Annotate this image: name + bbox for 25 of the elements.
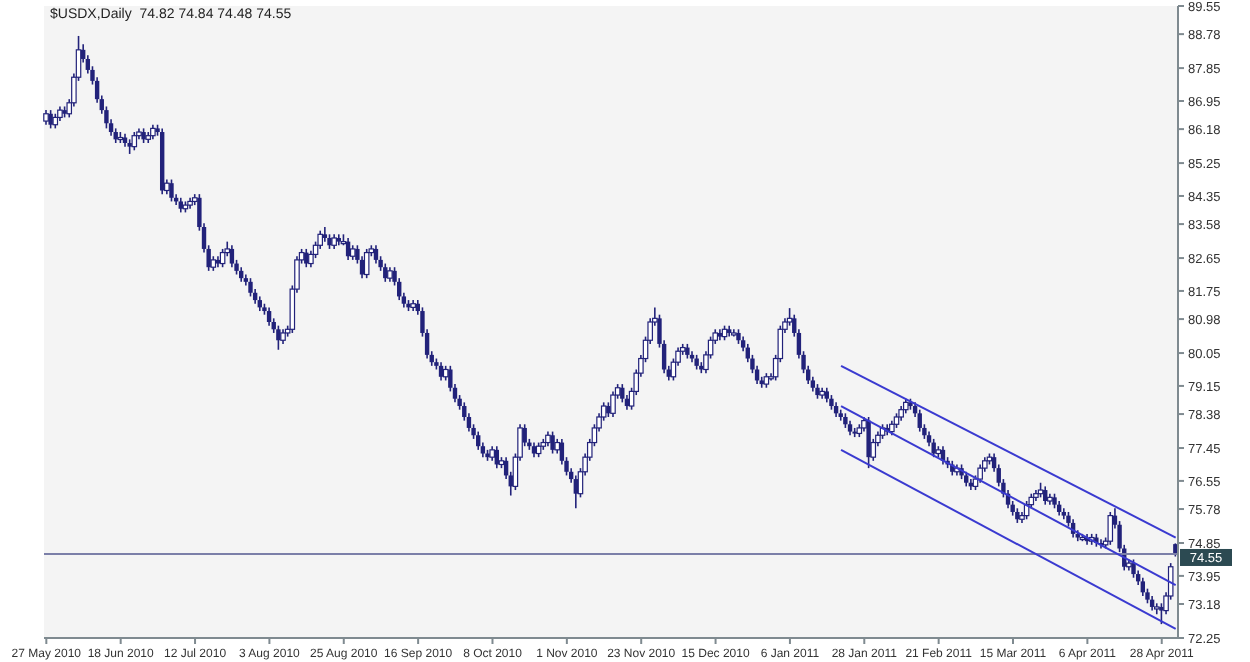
candlestick: [248, 277, 253, 298]
candlestick: [977, 463, 983, 484]
candlestick: [169, 178, 174, 203]
candlestick: [866, 416, 871, 469]
candlestick: [1131, 558, 1136, 579]
candlestick: [304, 248, 309, 268]
candlestick: [573, 474, 579, 510]
candlestick: [317, 229, 323, 250]
candlestick: [322, 226, 328, 243]
candlestick: [383, 262, 388, 283]
candlestick: [276, 324, 281, 351]
candlestick: [476, 430, 481, 451]
candlestick: [1043, 485, 1048, 506]
candlestick: [131, 131, 138, 152]
candlestick: [229, 244, 235, 268]
candlestick: [1107, 511, 1114, 546]
candlestick: [48, 109, 53, 130]
candlestick: [550, 430, 555, 455]
candlestick: [266, 306, 272, 327]
candlestick: [363, 248, 370, 279]
candlestick: [438, 361, 444, 382]
candlestick: [620, 383, 625, 404]
candlestick: [917, 408, 922, 433]
candlestick: [373, 244, 379, 265]
candlestick: [1140, 576, 1146, 597]
